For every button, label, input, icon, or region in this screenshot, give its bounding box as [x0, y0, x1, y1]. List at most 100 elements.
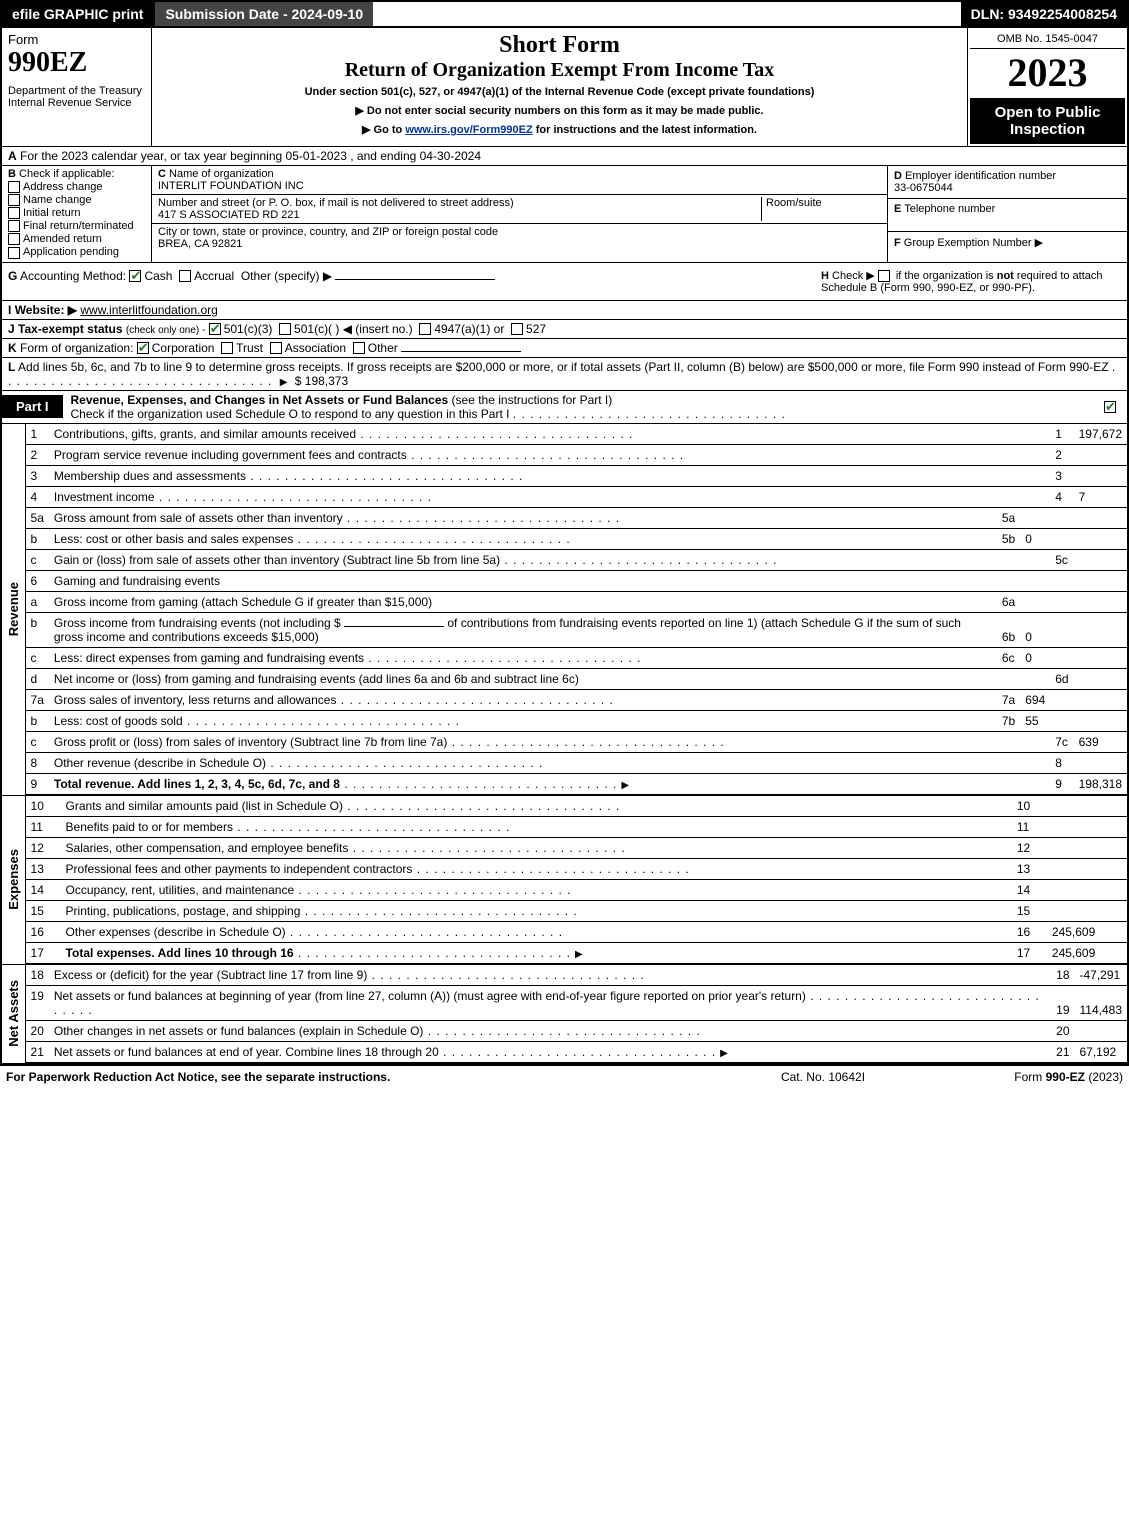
- l2-desc: Program service revenue including govern…: [54, 448, 407, 462]
- k-opt4: Other: [368, 341, 398, 355]
- l5b-sn: 5b: [997, 528, 1020, 549]
- line-11: 11 Benefits paid to or for members 11: [26, 816, 1127, 837]
- part-i-check-box[interactable]: [1104, 400, 1127, 414]
- l6-grey: [1050, 570, 1073, 591]
- line-15: 15 Printing, publications, postage, and …: [26, 900, 1127, 921]
- l21-rn: 21: [1051, 1041, 1074, 1062]
- l16-num: 16: [26, 921, 61, 942]
- l-label: L: [8, 360, 15, 374]
- c-label: C: [158, 168, 166, 180]
- chk-trust[interactable]: [221, 342, 233, 354]
- l4-val: 7: [1074, 486, 1127, 507]
- l14-val: [1047, 879, 1127, 900]
- part-i-header: Part I Revenue, Expenses, and Changes in…: [0, 391, 1129, 424]
- chk-other-org[interactable]: [353, 342, 365, 354]
- l4-rn: 4: [1050, 486, 1073, 507]
- chk-4947[interactable]: [419, 323, 431, 335]
- box-b: B Check if applicable: Address change Na…: [2, 166, 152, 262]
- topbar-spacer: [373, 2, 961, 26]
- efile-label[interactable]: efile GRAPHIC print: [2, 2, 153, 26]
- line-5c: c Gain or (loss) from sale of assets oth…: [26, 549, 1127, 570]
- k-label: K: [8, 341, 17, 355]
- k-text: Form of organization:: [20, 341, 133, 355]
- chk-501c3[interactable]: [209, 323, 221, 335]
- irs-link[interactable]: www.irs.gov/Form990EZ: [405, 124, 532, 136]
- j-opt4: 527: [526, 322, 546, 336]
- chk-accrual[interactable]: [179, 270, 191, 282]
- header-left-col: Form 990EZ Department of the Treasury In…: [2, 28, 152, 146]
- chk-527[interactable]: [511, 323, 523, 335]
- l6a-sv: [1020, 591, 1050, 612]
- l11-val: [1047, 816, 1127, 837]
- b-label: B: [8, 168, 16, 180]
- chk-corporation[interactable]: [137, 342, 149, 354]
- j-opt1: 501(c)(3): [224, 322, 273, 336]
- g-other-line[interactable]: [335, 279, 495, 280]
- line-6a: a Gross income from gaming (attach Sched…: [26, 591, 1127, 612]
- l5a-grey: [1050, 507, 1073, 528]
- footer-right: Form 990-EZ (2023): [923, 1070, 1123, 1084]
- l1-rn: 1: [1050, 424, 1073, 445]
- title-return-exempt: Return of Organization Exempt From Incom…: [160, 59, 959, 82]
- row-a: A For the 2023 calendar year, or tax yea…: [0, 147, 1129, 166]
- line-18: 18 Excess or (deficit) for the year (Sub…: [26, 965, 1127, 986]
- l15-desc: Printing, publications, postage, and shi…: [66, 904, 301, 918]
- l5c-num: c: [26, 549, 49, 570]
- l5b-num: b: [26, 528, 49, 549]
- line-6d: d Net income or (loss) from gaming and f…: [26, 668, 1127, 689]
- chk-501c[interactable]: [279, 323, 291, 335]
- l12-num: 12: [26, 837, 61, 858]
- h-text2: if the organization is: [896, 270, 997, 282]
- l14-num: 14: [26, 879, 61, 900]
- section-gh: G Accounting Method: Cash Accrual Other …: [0, 263, 1129, 301]
- l6b-num: b: [26, 612, 49, 647]
- l20-num: 20: [26, 1020, 49, 1041]
- website-value[interactable]: www.interlitfoundation.org: [80, 303, 217, 317]
- org-name: INTERLIT FOUNDATION INC: [158, 180, 304, 192]
- l6c-grey2: [1074, 647, 1127, 668]
- expenses-table: 10 Grants and similar amounts paid (list…: [26, 796, 1127, 964]
- line-21: 21 Net assets or fund balances at end of…: [26, 1041, 1127, 1062]
- line-6c: c Less: direct expenses from gaming and …: [26, 647, 1127, 668]
- l3-rn: 3: [1050, 465, 1073, 486]
- l10-rn: 10: [1012, 796, 1047, 817]
- chk-address-change[interactable]: Address change: [8, 181, 145, 193]
- l9-rn: 9: [1050, 773, 1073, 794]
- chk-amended-return[interactable]: Amended return: [8, 233, 145, 245]
- f-label: F: [894, 237, 901, 249]
- l12-desc: Salaries, other compensation, and employ…: [66, 841, 349, 855]
- i-text: Website: ▶: [15, 303, 77, 317]
- l7c-rn: 7c: [1050, 731, 1073, 752]
- line-14: 14 Occupancy, rent, utilities, and maint…: [26, 879, 1127, 900]
- j-text: Tax-exempt status: [18, 322, 122, 336]
- line-7b: b Less: cost of goods sold 7b 55: [26, 710, 1127, 731]
- l6a-grey: [1050, 591, 1073, 612]
- line-4: 4 Investment income 4 7: [26, 486, 1127, 507]
- part-i-dots: [513, 407, 786, 421]
- l6b-blank[interactable]: [344, 626, 444, 627]
- row-i: I Website: ▶ www.interlitfoundation.org: [0, 301, 1129, 320]
- k-opt2: Trust: [236, 341, 263, 355]
- chk-final-return[interactable]: Final return/terminated: [8, 220, 145, 232]
- chk-h[interactable]: [878, 270, 890, 282]
- c-city-row: City or town, state or province, country…: [152, 224, 887, 252]
- line-5b: b Less: cost or other basis and sales ex…: [26, 528, 1127, 549]
- netassets-table: 18 Excess or (deficit) for the year (Sub…: [26, 965, 1127, 1063]
- chk-initial-return[interactable]: Initial return: [8, 207, 145, 219]
- l17-rn: 17: [1012, 942, 1047, 963]
- l13-val: [1047, 858, 1127, 879]
- k-other-line[interactable]: [401, 351, 521, 352]
- chk-name-change[interactable]: Name change: [8, 194, 145, 206]
- row-a-text: For the 2023 calendar year, or tax year …: [20, 149, 481, 163]
- header-right-col: OMB No. 1545-0047 2023 Open to Public In…: [967, 28, 1127, 146]
- chk-association[interactable]: [270, 342, 282, 354]
- chk-application-pending[interactable]: Application pending: [8, 246, 145, 258]
- box-h: H Check ▶ if the organization is not req…: [821, 269, 1121, 294]
- subtitle-section: Under section 501(c), 527, or 4947(a)(1)…: [160, 86, 959, 98]
- l4-num: 4: [26, 486, 49, 507]
- c-street-label: Number and street (or P. O. box, if mail…: [158, 197, 514, 209]
- g-cash: Cash: [144, 269, 172, 283]
- l6b-desc: Gross income from fundraising events (no…: [54, 616, 341, 630]
- chk-cash[interactable]: [129, 270, 141, 282]
- header-center-col: Short Form Return of Organization Exempt…: [152, 28, 967, 146]
